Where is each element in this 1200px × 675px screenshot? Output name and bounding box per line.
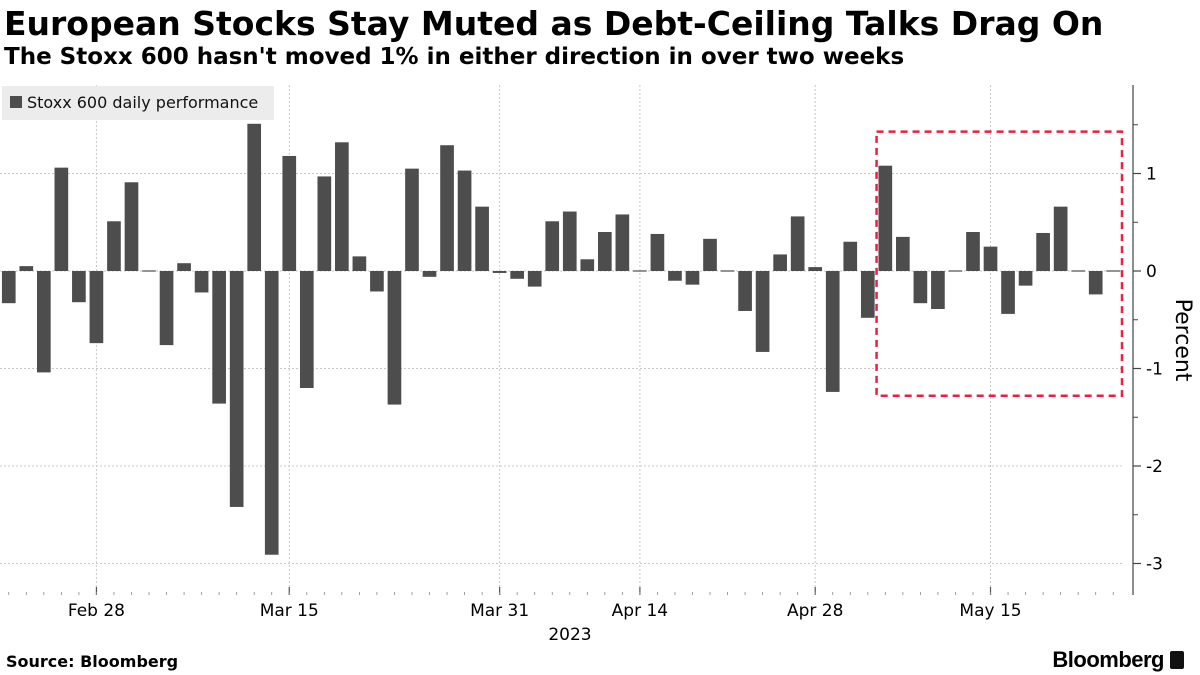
bar bbox=[878, 165, 893, 271]
y-tick-label: 1 bbox=[1146, 165, 1157, 185]
bar bbox=[808, 267, 823, 271]
bar bbox=[703, 238, 717, 271]
bar bbox=[264, 271, 279, 555]
bar bbox=[1036, 232, 1050, 271]
bar bbox=[633, 270, 647, 272]
bar bbox=[19, 266, 34, 272]
bar bbox=[562, 211, 577, 272]
bar bbox=[492, 271, 507, 273]
bar bbox=[966, 232, 980, 271]
bar bbox=[510, 271, 524, 279]
bar bbox=[370, 271, 384, 292]
y-tick-label: 0 bbox=[1146, 262, 1157, 282]
bar bbox=[317, 176, 332, 272]
y-axis-title: Percent bbox=[1170, 299, 1195, 382]
bar bbox=[299, 271, 314, 388]
bar bbox=[738, 271, 752, 311]
x-tick-label: Apr 14 bbox=[612, 601, 668, 621]
y-tick-label: -1 bbox=[1146, 360, 1163, 380]
bar bbox=[457, 170, 472, 271]
bar bbox=[948, 270, 963, 272]
bar bbox=[1071, 270, 1085, 272]
bar bbox=[860, 271, 875, 318]
bar bbox=[545, 221, 560, 272]
bar bbox=[89, 271, 104, 344]
bar bbox=[580, 259, 595, 271]
y-axis: -3 -2 -1 0 1 bbox=[1132, 85, 1163, 595]
bar bbox=[107, 221, 121, 272]
bar bbox=[931, 271, 945, 310]
bar bbox=[755, 271, 770, 352]
bar bbox=[422, 271, 437, 277]
bar bbox=[615, 214, 630, 271]
bar bbox=[1053, 206, 1068, 271]
bar bbox=[1, 271, 16, 304]
x-tick-label: Feb 28 bbox=[68, 601, 125, 621]
bar bbox=[773, 254, 787, 272]
bar bbox=[72, 271, 86, 303]
bar bbox=[1088, 271, 1103, 295]
bars bbox=[1, 123, 1121, 555]
bar bbox=[597, 232, 612, 271]
bar bbox=[177, 263, 191, 271]
bar bbox=[282, 155, 297, 271]
y-tick-label: -2 bbox=[1146, 457, 1163, 477]
legend: Stoxx 600 daily performance bbox=[2, 86, 274, 120]
chart-title: European Stocks Stay Muted as Debt-Ceili… bbox=[4, 4, 1104, 43]
bar bbox=[405, 168, 419, 272]
y-tick-label: -3 bbox=[1146, 555, 1163, 575]
bar bbox=[247, 123, 262, 271]
bar bbox=[720, 270, 735, 272]
bar bbox=[229, 271, 244, 507]
x-tick-label: May 15 bbox=[959, 601, 1021, 621]
x-tick-label: Apr 28 bbox=[787, 601, 843, 621]
bar bbox=[1001, 271, 1015, 314]
bar bbox=[983, 246, 998, 272]
bar bbox=[387, 271, 402, 405]
bar bbox=[685, 271, 700, 285]
bar bbox=[335, 142, 349, 271]
bar bbox=[440, 145, 454, 271]
x-tick-label: Mar 31 bbox=[470, 601, 529, 621]
x-tick-label: Mar 15 bbox=[260, 601, 319, 621]
bar bbox=[896, 236, 910, 272]
brand-logo: Bloomberg bbox=[1052, 647, 1184, 673]
legend-background bbox=[2, 86, 274, 120]
bar bbox=[825, 271, 840, 392]
highlight-box bbox=[875, 130, 1124, 398]
source-note: Source: Bloomberg bbox=[6, 652, 179, 671]
bar bbox=[194, 271, 209, 293]
x-axis: Feb 28 Mar 15 Mar 31 Apr 14 Apr 28 May 15 bbox=[8, 587, 1114, 621]
bar bbox=[212, 271, 226, 404]
bar bbox=[124, 182, 139, 271]
bloomberg-icon bbox=[1170, 651, 1184, 669]
bar bbox=[1106, 270, 1121, 272]
bar bbox=[843, 241, 858, 271]
bar bbox=[668, 271, 682, 281]
bar bbox=[913, 271, 928, 304]
bar bbox=[352, 256, 367, 272]
legend-swatch bbox=[10, 96, 22, 108]
bar bbox=[36, 271, 51, 373]
bar bbox=[527, 271, 542, 287]
bar bbox=[54, 167, 69, 271]
highlight-box-layer bbox=[875, 130, 1124, 398]
chart-subtitle: The Stoxx 600 hasn't moved 1% in either … bbox=[4, 44, 905, 70]
brand-name: Bloomberg bbox=[1052, 647, 1164, 672]
legend-entry: Stoxx 600 daily performance bbox=[27, 93, 258, 112]
bar bbox=[159, 271, 174, 346]
bar bbox=[1018, 271, 1033, 286]
bar bbox=[142, 270, 156, 272]
bar bbox=[790, 216, 805, 271]
year-label: 2023 bbox=[548, 625, 591, 645]
bar bbox=[650, 233, 665, 271]
bar bbox=[475, 206, 489, 271]
